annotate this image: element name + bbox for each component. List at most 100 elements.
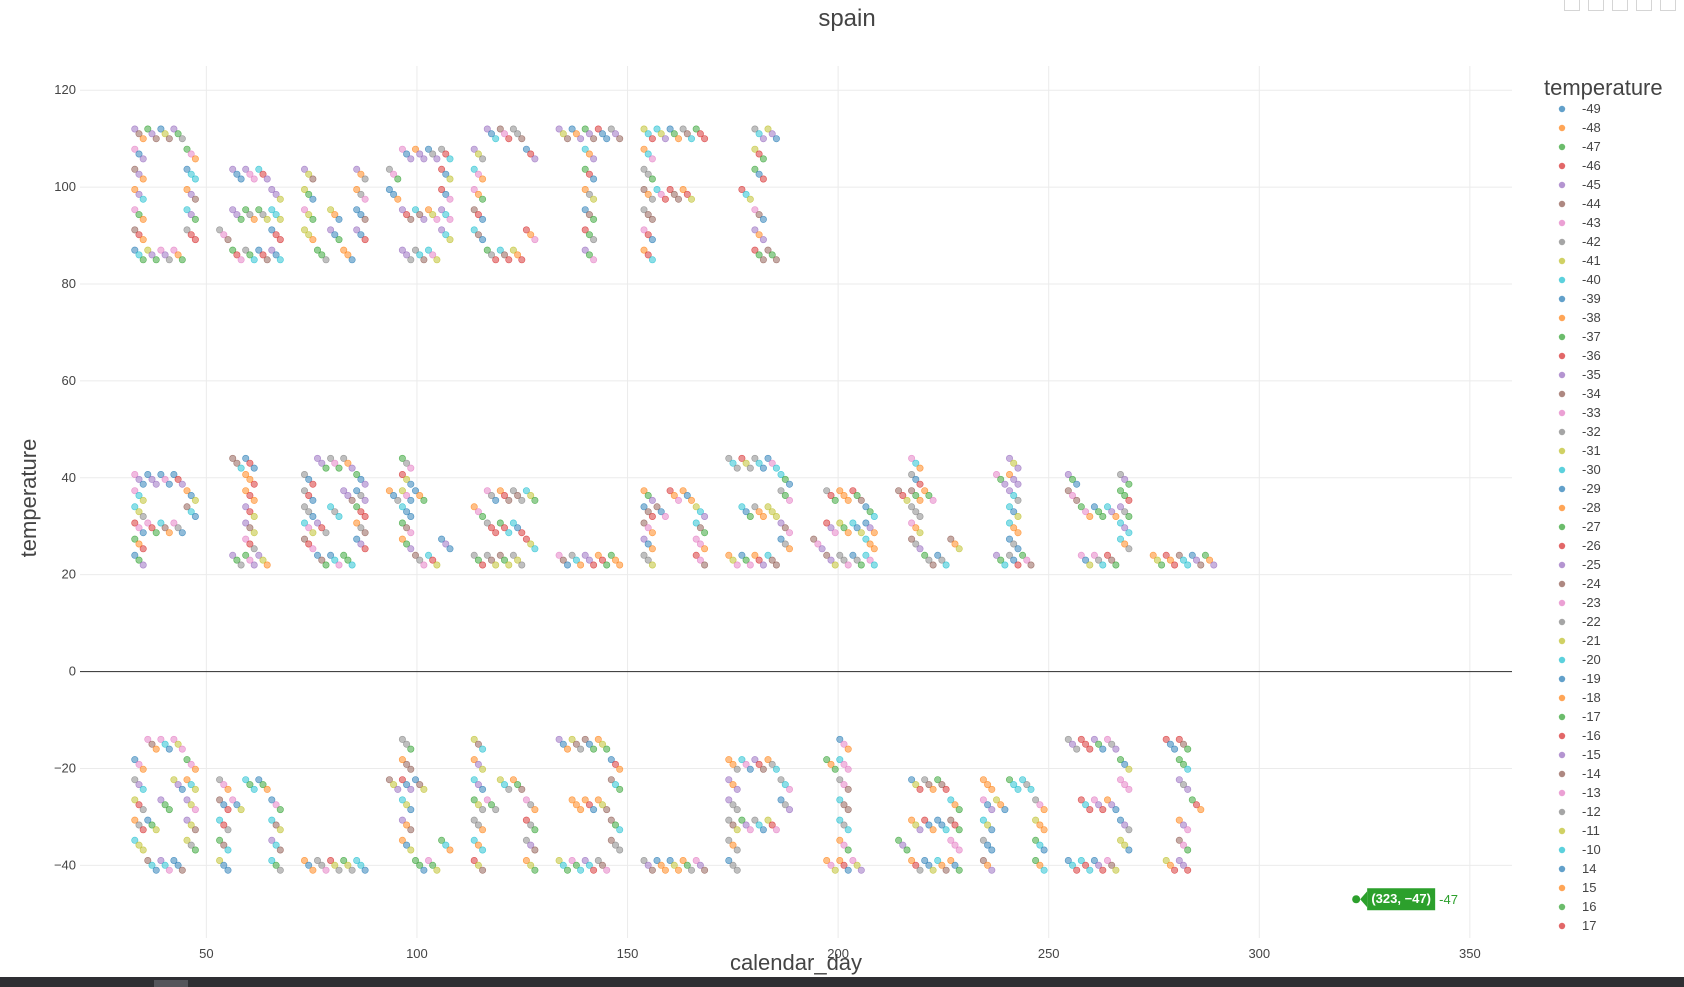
data-point[interactable]: [1175, 735, 1183, 743]
data-point[interactable]: [590, 561, 598, 569]
data-point[interactable]: [751, 206, 759, 214]
data-point[interactable]: [1077, 856, 1085, 864]
data-point[interactable]: [357, 475, 365, 483]
data-point[interactable]: [446, 545, 454, 553]
data-point[interactable]: [183, 186, 191, 194]
data-point[interactable]: [603, 806, 611, 814]
data-point[interactable]: [908, 535, 916, 543]
data-point[interactable]: [139, 545, 147, 553]
data-point[interactable]: [509, 551, 517, 559]
data-point[interactable]: [836, 836, 844, 844]
data-point[interactable]: [670, 130, 678, 138]
autoscale-icon[interactable]: [1636, 0, 1652, 11]
data-point[interactable]: [531, 155, 539, 163]
data-point[interactable]: [403, 491, 411, 499]
data-point[interactable]: [361, 175, 369, 183]
data-point[interactable]: [420, 785, 428, 793]
data-point[interactable]: [607, 756, 615, 764]
legend-item-label[interactable]: -17: [1582, 709, 1601, 724]
data-point[interactable]: [216, 226, 224, 234]
data-point[interactable]: [300, 503, 308, 511]
data-point[interactable]: [496, 125, 504, 133]
legend-marker[interactable]: [1558, 599, 1566, 607]
data-point[interactable]: [751, 165, 759, 173]
data-point[interactable]: [527, 231, 535, 239]
data-point[interactable]: [335, 236, 343, 244]
data-point[interactable]: [696, 556, 704, 564]
data-point[interactable]: [246, 556, 254, 564]
data-point[interactable]: [479, 806, 487, 814]
data-point[interactable]: [1090, 856, 1098, 864]
data-point[interactable]: [555, 551, 563, 559]
data-point[interactable]: [229, 796, 237, 804]
data-point[interactable]: [572, 801, 580, 809]
data-point[interactable]: [165, 135, 173, 143]
data-point[interactable]: [979, 836, 987, 844]
data-point[interactable]: [729, 841, 737, 849]
data-point[interactable]: [866, 556, 874, 564]
data-point[interactable]: [403, 508, 411, 516]
data-point[interactable]: [1005, 470, 1013, 478]
data-point[interactable]: [764, 125, 772, 133]
data-point[interactable]: [187, 821, 195, 829]
data-point[interactable]: [407, 806, 415, 814]
data-point[interactable]: [1108, 556, 1116, 564]
data-point[interactable]: [1197, 561, 1205, 569]
data-point[interactable]: [483, 551, 491, 559]
data-point[interactable]: [313, 454, 321, 462]
legend-marker[interactable]: [1558, 314, 1566, 322]
data-point[interactable]: [474, 781, 482, 789]
legend-item-label[interactable]: -28: [1582, 500, 1601, 515]
data-point[interactable]: [988, 866, 996, 874]
data-point[interactable]: [139, 512, 147, 520]
data-point[interactable]: [178, 785, 186, 793]
legend-item-label[interactable]: -44: [1582, 196, 1601, 211]
data-point[interactable]: [144, 125, 152, 133]
data-point[interactable]: [1095, 556, 1103, 564]
data-point[interactable]: [152, 135, 160, 143]
data-point[interactable]: [361, 545, 369, 553]
data-point[interactable]: [131, 519, 139, 527]
data-point[interactable]: [616, 846, 624, 854]
data-point[interactable]: [398, 519, 406, 527]
data-point[interactable]: [942, 785, 950, 793]
data-point[interactable]: [777, 776, 785, 784]
data-point[interactable]: [233, 801, 241, 809]
data-point[interactable]: [648, 545, 656, 553]
data-point[interactable]: [446, 175, 454, 183]
data-point[interactable]: [581, 125, 589, 133]
legend-marker[interactable]: [1558, 409, 1566, 417]
data-point[interactable]: [751, 503, 759, 511]
data-point[interactable]: [403, 251, 411, 259]
data-point[interactable]: [687, 866, 695, 874]
data-point[interactable]: [1005, 487, 1013, 495]
data-point[interactable]: [781, 540, 789, 548]
data-point[interactable]: [237, 175, 245, 183]
data-point[interactable]: [733, 826, 741, 834]
data-point[interactable]: [522, 856, 530, 864]
data-point[interactable]: [648, 215, 656, 223]
data-point[interactable]: [509, 487, 517, 495]
data-point[interactable]: [692, 503, 700, 511]
data-point[interactable]: [237, 215, 245, 223]
data-point[interactable]: [1158, 561, 1166, 569]
data-point[interactable]: [925, 556, 933, 564]
data-point[interactable]: [322, 464, 330, 472]
data-point[interactable]: [827, 491, 835, 499]
data-point[interactable]: [500, 130, 508, 138]
data-point[interactable]: [844, 765, 852, 773]
data-point[interactable]: [259, 211, 267, 219]
data-point[interactable]: [272, 251, 280, 259]
data-point[interactable]: [1090, 551, 1098, 559]
data-point[interactable]: [644, 130, 652, 138]
data-point[interactable]: [161, 251, 169, 259]
data-point[interactable]: [559, 130, 567, 138]
data-point[interactable]: [170, 856, 178, 864]
data-point[interactable]: [496, 246, 504, 254]
data-point[interactable]: [598, 130, 606, 138]
data-point[interactable]: [276, 866, 284, 874]
data-point[interactable]: [470, 756, 478, 764]
data-point[interactable]: [335, 866, 343, 874]
legend-item-label[interactable]: 14: [1582, 861, 1596, 876]
data-point[interactable]: [135, 841, 143, 849]
